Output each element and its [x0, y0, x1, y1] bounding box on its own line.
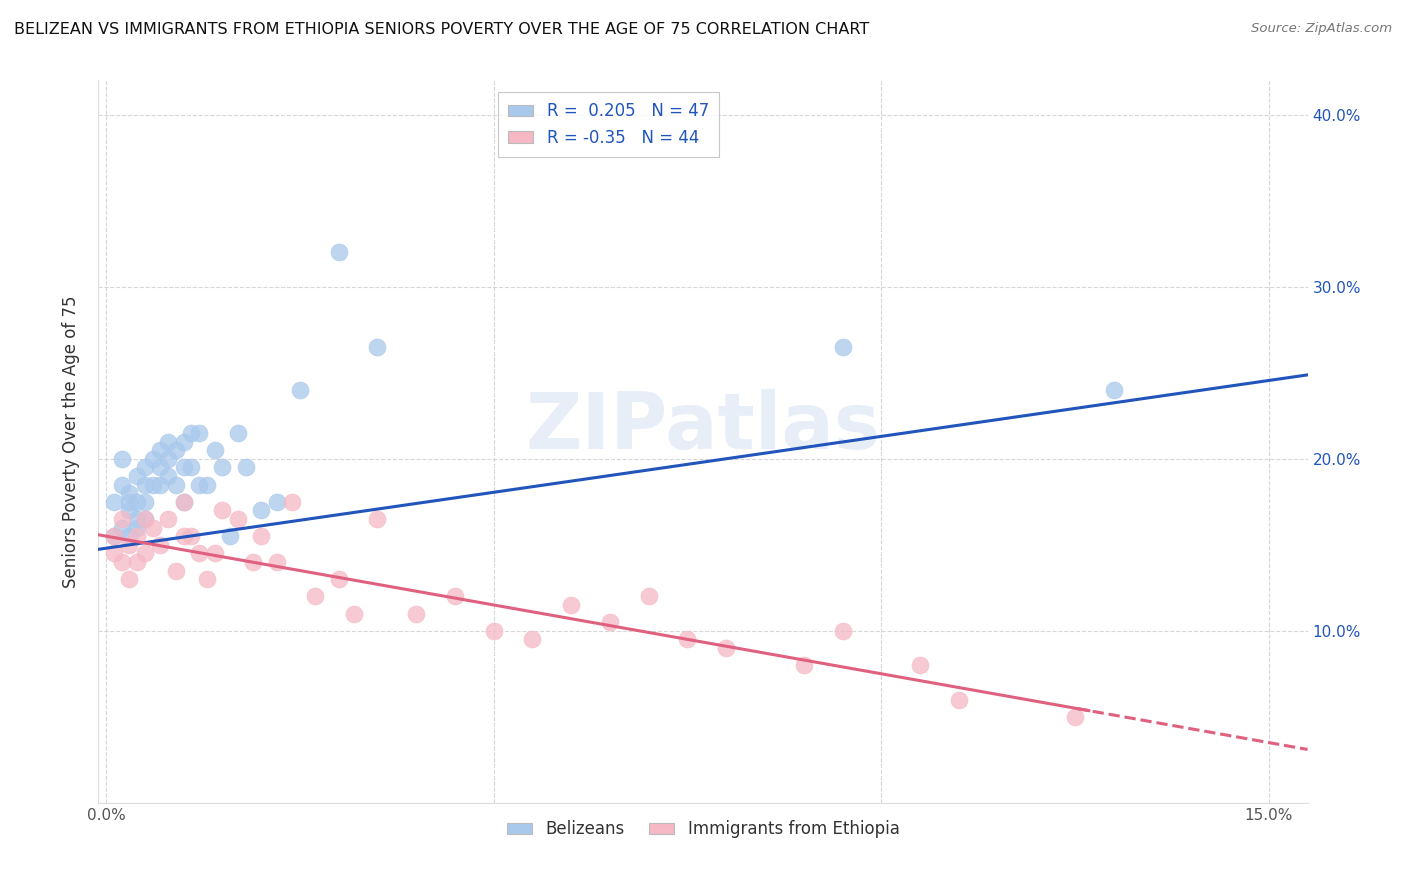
Point: [195, 572, 218, 586]
Point: [103, 494, 125, 508]
Point: [482, 624, 505, 638]
Point: [831, 624, 853, 638]
Point: [235, 460, 257, 475]
Point: [103, 529, 125, 543]
Point: [111, 477, 134, 491]
Point: [1102, 383, 1125, 397]
Point: [343, 607, 366, 621]
Point: [149, 460, 172, 475]
Point: [118, 538, 141, 552]
Point: [676, 632, 699, 647]
Point: [180, 529, 202, 543]
Point: [405, 607, 427, 621]
Point: [157, 434, 180, 449]
Point: [948, 692, 970, 706]
Point: [142, 477, 165, 491]
Point: [328, 572, 350, 586]
Point: [127, 512, 149, 526]
Text: Source: ZipAtlas.com: Source: ZipAtlas.com: [1251, 22, 1392, 36]
Point: [111, 512, 134, 526]
Point: [118, 572, 141, 586]
Point: [266, 494, 288, 508]
Point: [118, 494, 141, 508]
Point: [328, 245, 350, 260]
Point: [599, 615, 621, 630]
Point: [149, 443, 172, 458]
Point: [288, 383, 311, 397]
Point: [127, 555, 149, 569]
Point: [165, 477, 187, 491]
Point: [226, 425, 249, 440]
Point: [793, 658, 815, 673]
Point: [188, 425, 211, 440]
Point: [103, 546, 125, 560]
Point: [127, 520, 149, 534]
Point: [127, 469, 149, 483]
Point: [195, 477, 218, 491]
Point: [165, 443, 187, 458]
Point: [366, 340, 388, 354]
Point: [444, 590, 467, 604]
Point: [211, 460, 233, 475]
Point: [522, 632, 544, 647]
Point: [103, 529, 125, 543]
Y-axis label: Seniors Poverty Over the Age of 75: Seniors Poverty Over the Age of 75: [62, 295, 80, 588]
Point: [142, 520, 165, 534]
Point: [157, 469, 180, 483]
Point: [118, 486, 141, 500]
Point: [134, 512, 156, 526]
Point: [204, 546, 226, 560]
Point: [173, 494, 195, 508]
Point: [304, 590, 326, 604]
Text: ZIPatlas: ZIPatlas: [526, 389, 880, 465]
Point: [127, 529, 149, 543]
Point: [831, 340, 853, 354]
Point: [560, 598, 582, 612]
Point: [180, 425, 202, 440]
Point: [134, 460, 156, 475]
Point: [127, 494, 149, 508]
Point: [908, 658, 931, 673]
Point: [266, 555, 288, 569]
Point: [1064, 710, 1087, 724]
Point: [165, 564, 187, 578]
Point: [111, 520, 134, 534]
Point: [142, 451, 165, 466]
Point: [180, 460, 202, 475]
Point: [111, 555, 134, 569]
Point: [366, 512, 388, 526]
Point: [134, 477, 156, 491]
Point: [134, 546, 156, 560]
Point: [111, 451, 134, 466]
Point: [226, 512, 249, 526]
Point: [250, 503, 273, 517]
Point: [637, 590, 659, 604]
Point: [134, 494, 156, 508]
Point: [242, 555, 264, 569]
Point: [173, 434, 195, 449]
Point: [173, 529, 195, 543]
Text: BELIZEAN VS IMMIGRANTS FROM ETHIOPIA SENIORS POVERTY OVER THE AGE OF 75 CORRELAT: BELIZEAN VS IMMIGRANTS FROM ETHIOPIA SEN…: [14, 22, 869, 37]
Point: [281, 494, 304, 508]
Point: [219, 529, 242, 543]
Point: [173, 460, 195, 475]
Point: [250, 529, 273, 543]
Point: [149, 477, 172, 491]
Point: [204, 443, 226, 458]
Point: [716, 640, 738, 655]
Point: [188, 477, 211, 491]
Point: [157, 512, 180, 526]
Point: [173, 494, 195, 508]
Point: [188, 546, 211, 560]
Legend: Belizeans, Immigrants from Ethiopia: Belizeans, Immigrants from Ethiopia: [501, 814, 905, 845]
Point: [157, 451, 180, 466]
Point: [149, 538, 172, 552]
Point: [134, 512, 156, 526]
Point: [211, 503, 233, 517]
Point: [118, 503, 141, 517]
Point: [118, 529, 141, 543]
